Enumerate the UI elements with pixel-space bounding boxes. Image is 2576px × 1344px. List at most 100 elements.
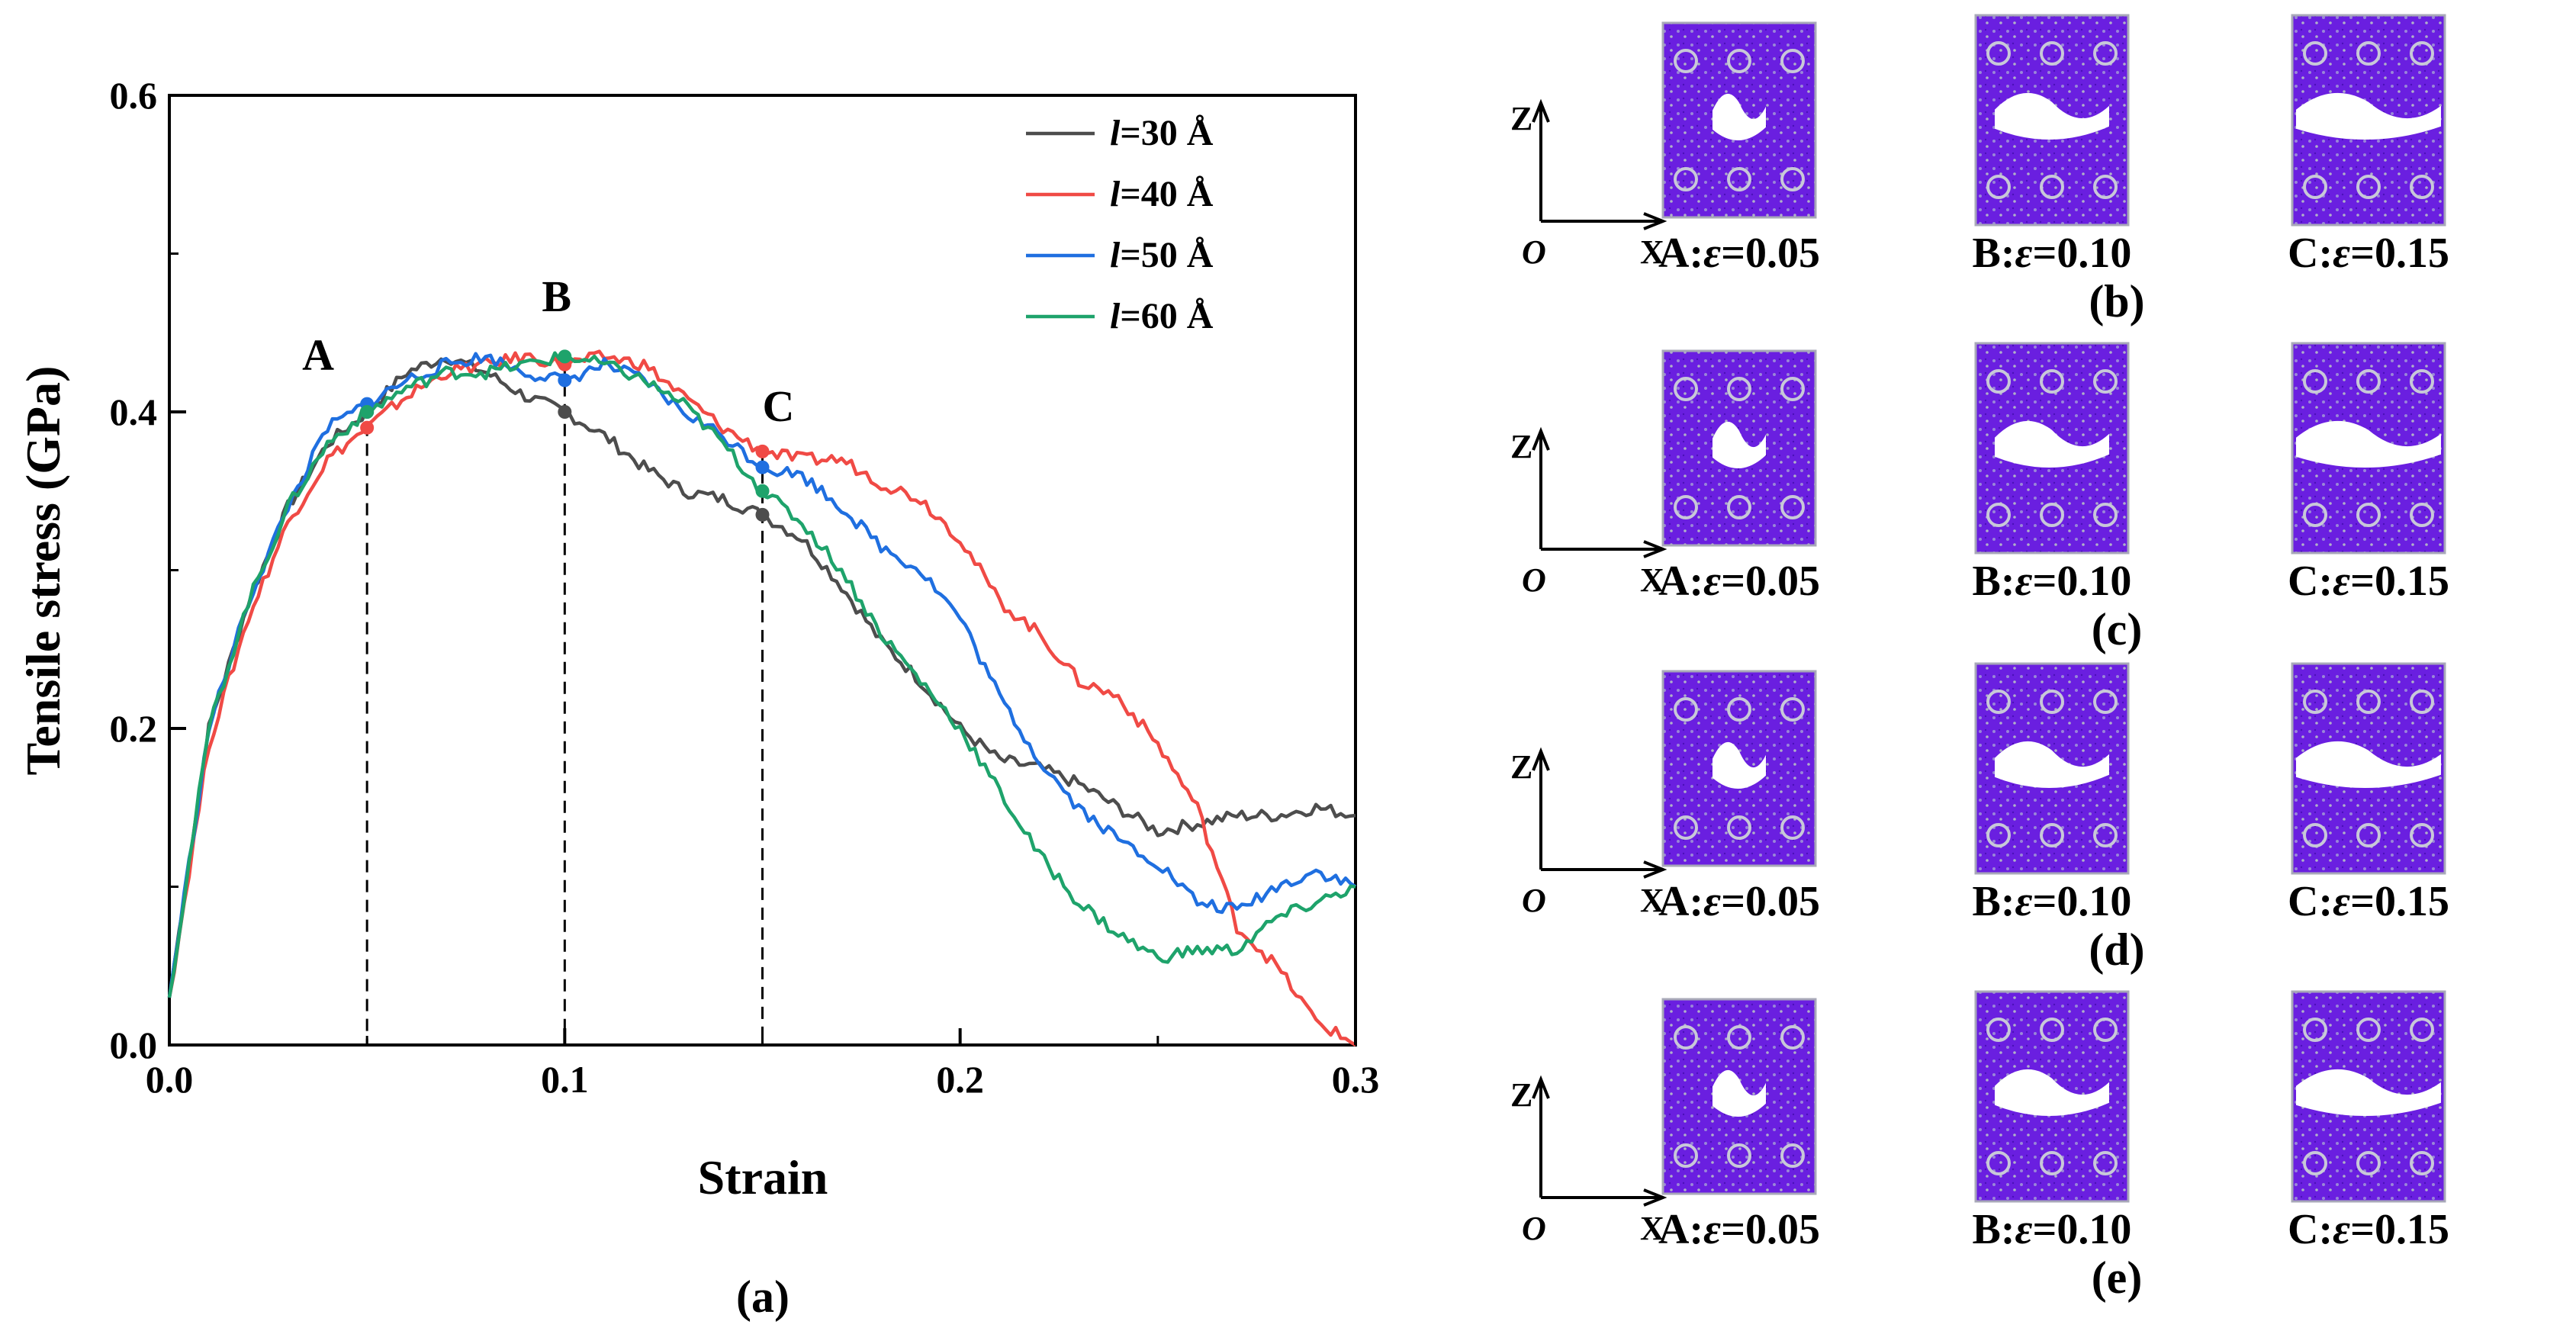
pore-ring xyxy=(1986,1151,2011,1175)
legend-prefix: l xyxy=(1110,296,1121,336)
snapshot-image xyxy=(2291,990,2446,1203)
legend-prefix: l xyxy=(1110,174,1121,214)
pore-ring xyxy=(2410,1018,2434,1042)
strain-label: C:ε=0.15 xyxy=(2288,878,2449,925)
pore-ring xyxy=(1727,495,1751,519)
x-arrowhead xyxy=(1643,860,1667,879)
z-axis-letter: Z xyxy=(1510,748,1532,786)
pore-ring xyxy=(1674,1143,1698,1168)
pore-ring xyxy=(2040,175,2064,199)
legend-prefix: l xyxy=(1110,113,1121,153)
pore-ring xyxy=(1727,1143,1751,1168)
snapshot-panels: ZXO A:ε=0.05 B:ε=0.10 C:ε=0.15(b)ZXO A:ε=0.0… xyxy=(1510,14,2449,1303)
pore-ring xyxy=(1674,1025,1698,1050)
x-axis-letter: X xyxy=(1640,233,1664,271)
pore-ring xyxy=(1780,495,1805,519)
x-axis-letter: X xyxy=(1640,882,1664,919)
annotation-label-A: A xyxy=(302,330,334,380)
x-axis-letter: X xyxy=(1640,1210,1664,1247)
pore-ring xyxy=(2093,690,2118,714)
void-region xyxy=(1995,420,2109,468)
void-region xyxy=(2296,420,2441,468)
pore-ring xyxy=(2093,1151,2118,1175)
annotation-labels: A B C xyxy=(302,272,794,431)
pore-ring xyxy=(1780,1143,1805,1168)
legend-suffix: =60 Å xyxy=(1120,296,1213,336)
strain-point: B: xyxy=(1973,878,2015,925)
x-tick-label: 0.2 xyxy=(936,1058,984,1101)
pore-ring xyxy=(2093,175,2118,199)
pore-ring xyxy=(1780,1025,1805,1050)
pore-ring xyxy=(1674,377,1698,401)
pore-ring xyxy=(2356,41,2381,66)
snapshot-image xyxy=(2291,14,2446,227)
pore-ring xyxy=(2040,1151,2064,1175)
pore-ring xyxy=(1727,697,1751,722)
pore-ring xyxy=(1986,175,2011,199)
void-region xyxy=(1713,93,1766,141)
y-tick-label: 0.2 xyxy=(110,707,158,750)
void-region xyxy=(1995,92,2109,140)
strain-label: B:ε=0.10 xyxy=(1973,558,2132,605)
strain-symbol: ε xyxy=(2015,558,2033,605)
marker-B-series-4 xyxy=(558,349,572,364)
pore-ring xyxy=(2040,369,2064,394)
origin-letter: O xyxy=(1522,1210,1546,1247)
z-axis-letter: Z xyxy=(1510,428,1532,465)
strain-label: B:ε=0.10 xyxy=(1973,878,2132,925)
strain-point: B: xyxy=(1973,558,2015,605)
marker-C-series-4 xyxy=(755,484,770,498)
void-region xyxy=(1995,741,2109,789)
snapshot-image xyxy=(2291,662,2446,875)
strain-symbol: ε xyxy=(1703,558,1721,605)
z-arrowhead xyxy=(1532,1075,1550,1099)
marker-B-series-3 xyxy=(558,373,572,387)
pore-ring xyxy=(1986,503,2011,527)
pore-ring xyxy=(2410,503,2434,527)
x-axis-letter: X xyxy=(1640,561,1664,599)
z-axis-letter: Z xyxy=(1510,100,1532,137)
strain-label: C:ε=0.15 xyxy=(2288,230,2449,277)
strain-value: =0.10 xyxy=(2033,558,2132,605)
strain-value: =0.15 xyxy=(2350,878,2449,925)
pore-ring xyxy=(2303,823,2327,847)
snapshot-image xyxy=(1661,670,1817,867)
axis-ticks xyxy=(168,94,1357,1047)
panel-label: (b) xyxy=(2089,276,2144,326)
strain-value: =0.05 xyxy=(1721,230,1820,277)
snapshot-image xyxy=(2291,342,2446,555)
marker-A-series-2 xyxy=(360,420,375,435)
origin-letter: O xyxy=(1522,882,1546,919)
z-arrowhead xyxy=(1532,426,1550,451)
y-tick-label: 0.0 xyxy=(110,1024,158,1066)
annotation-label-B: B xyxy=(542,272,571,321)
marker-A-series-4 xyxy=(360,405,375,419)
legend-prefix: l xyxy=(1110,235,1121,275)
panel-label: (c) xyxy=(2092,604,2143,654)
snapshot-row-1: ZXO A:ε=0.05 B:ε=0.10 C:ε=0.15(b) xyxy=(1510,14,2449,326)
strain-symbol: ε xyxy=(2333,1206,2350,1253)
legend-suffix: =30 Å xyxy=(1120,113,1213,153)
strain-symbol: ε xyxy=(2015,1206,2033,1253)
void-region xyxy=(1995,1069,2109,1117)
snapshot-image xyxy=(1974,14,2130,227)
snapshot-image xyxy=(1661,21,1817,219)
pore-ring xyxy=(1727,377,1751,401)
void-region xyxy=(2296,1069,2441,1117)
pore-ring xyxy=(2093,503,2118,527)
z-axis-letter: Z xyxy=(1510,1076,1532,1114)
strain-point: C: xyxy=(2288,230,2333,277)
snapshot-image xyxy=(1974,662,2130,875)
pore-ring xyxy=(2303,369,2327,394)
pore-ring xyxy=(2356,503,2381,527)
pore-ring xyxy=(1674,167,1698,191)
x-tick-label: 0.1 xyxy=(541,1058,589,1101)
snapshot-row-4: ZXO A:ε=0.05 B:ε=0.10 C:ε=0.15(e) xyxy=(1510,990,2449,1303)
strain-value: =0.10 xyxy=(2033,1206,2132,1253)
x-axis-title: Strain xyxy=(698,1150,828,1204)
annotation-markers xyxy=(360,349,770,522)
origin-letter: O xyxy=(1522,561,1546,599)
pore-ring xyxy=(2356,1151,2381,1175)
void-region xyxy=(2296,92,2441,140)
